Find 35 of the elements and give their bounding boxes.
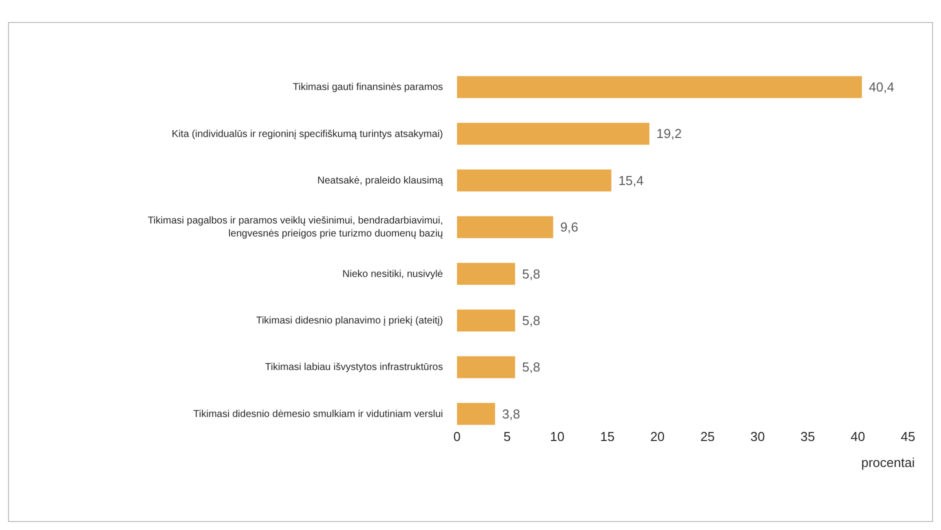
x-tick-label: 5 bbox=[503, 429, 511, 444]
bar bbox=[457, 216, 554, 238]
y-tick-label: Tikimasi didesnio dėmesio smulkiam ir vidutiniam verslui bbox=[193, 408, 443, 420]
y-tick-label: Neatsakė, praleido klausimą bbox=[317, 175, 444, 186]
y-tick-label: Nieko nesitiki, nusivylė bbox=[342, 268, 444, 280]
x-tick-label: 0 bbox=[453, 429, 461, 444]
bar bbox=[457, 170, 612, 192]
y-tick-label: Tikimasi pagalbos ir paramos veiklų viešinimui, bendradarbiavimui, lengvesnės prieigos prie turizmo duomenų bazių bbox=[148, 215, 444, 240]
bar bbox=[457, 122, 650, 145]
bar bbox=[457, 310, 516, 332]
x-tick-label: 40 bbox=[850, 429, 866, 444]
y-tick-label: Tikimasi didesnio planavimo į priekį (ateitį) bbox=[256, 315, 443, 326]
y-tick-label: Kita (individualūs ir regioninį specifiškumą turintys atsakymai) bbox=[172, 128, 443, 140]
data-label: 5,8 bbox=[522, 312, 540, 328]
x-axis-title: procentai bbox=[861, 455, 915, 470]
bar bbox=[457, 262, 516, 285]
data-label: 19,2 bbox=[656, 126, 682, 142]
bar bbox=[457, 76, 862, 98]
bar bbox=[457, 356, 516, 378]
data-label: 9,6 bbox=[560, 220, 578, 235]
data-label: 5,8 bbox=[522, 360, 540, 375]
x-tick-label: 20 bbox=[650, 429, 665, 444]
data-label: 40,4 bbox=[868, 80, 894, 95]
x-tick-label: 35 bbox=[800, 429, 816, 444]
x-tick-label: 15 bbox=[600, 429, 615, 444]
data-label: 5,8 bbox=[522, 266, 540, 282]
y-tick-label: Tikimasi labiau išvystytos infrastruktūros bbox=[264, 362, 443, 373]
data-label: 3,8 bbox=[502, 406, 520, 422]
x-tick-label: 10 bbox=[550, 429, 564, 444]
x-tick-label: 25 bbox=[700, 429, 715, 444]
x-tick-label: 30 bbox=[750, 429, 765, 444]
y-tick-label: Tikimasi gauti finansinės paramos bbox=[292, 82, 443, 93]
x-tick-label: 45 bbox=[900, 429, 916, 444]
data-label: 15,4 bbox=[618, 172, 644, 188]
bar bbox=[457, 402, 496, 425]
